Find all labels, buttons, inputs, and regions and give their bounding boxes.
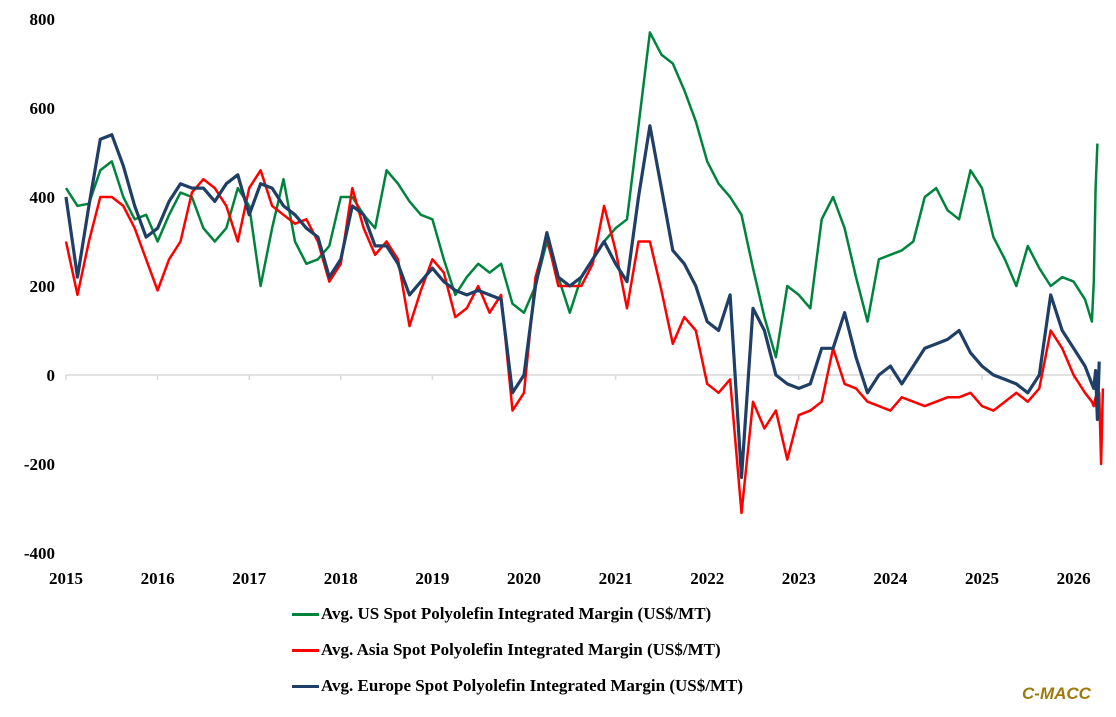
y-axis: -400 -200 0 200 400 600 800 [24, 10, 55, 563]
legend-swatch-asia [292, 648, 319, 652]
x-tick-label: 2016 [141, 569, 175, 588]
legend-label-asia: Avg. Asia Spot Polyolefin Integrated Mar… [321, 640, 721, 659]
x-tick-label: 2023 [782, 569, 816, 588]
x-tick-label: 2022 [690, 569, 724, 588]
legend-item-us: Avg. US Spot Polyolefin Integrated Margi… [292, 596, 743, 632]
y-tick-label: -200 [24, 455, 55, 474]
legend-swatch-europe [292, 684, 319, 688]
legend-swatch-us [292, 612, 319, 616]
legend: Avg. US Spot Polyolefin Integrated Margi… [292, 596, 743, 704]
legend-label-us: Avg. US Spot Polyolefin Integrated Margi… [321, 604, 712, 623]
x-tick-label: 2019 [415, 569, 449, 588]
legend-label-europe: Avg. Europe Spot Polyolefin Integrated M… [321, 676, 743, 695]
x-tick-label: 2020 [507, 569, 541, 588]
x-tick-label: 2021 [599, 569, 633, 588]
y-tick-label: 0 [47, 366, 56, 385]
legend-item-europe: Avg. Europe Spot Polyolefin Integrated M… [292, 668, 743, 704]
series-group [64, 31, 1105, 515]
legend-item-asia: Avg. Asia Spot Polyolefin Integrated Mar… [292, 632, 743, 668]
series-line-europe [64, 124, 1101, 479]
series-line-asia [64, 169, 1105, 515]
x-tick-label: 2026 [1057, 569, 1091, 588]
y-tick-label: 200 [30, 277, 56, 296]
brand-logo: C-MACC [1022, 684, 1091, 703]
x-tick-label: 2017 [232, 569, 267, 588]
x-tick-label: 2015 [49, 569, 83, 588]
y-tick-label: 600 [30, 99, 56, 118]
y-tick-label: 400 [30, 188, 56, 207]
x-axis: 2015 2016 2017 2018 2019 2020 2021 2022 2023 2024… [49, 374, 1091, 588]
x-tick-label: 2018 [324, 569, 358, 588]
y-tick-label: -400 [24, 544, 55, 563]
x-tick-label: 2024 [873, 569, 908, 588]
x-tick-label: 2025 [965, 569, 999, 588]
y-tick-label: 800 [30, 10, 56, 29]
